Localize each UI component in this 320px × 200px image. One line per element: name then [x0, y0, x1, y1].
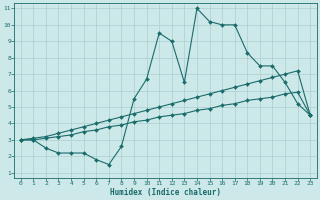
- X-axis label: Humidex (Indice chaleur): Humidex (Indice chaleur): [110, 188, 221, 197]
